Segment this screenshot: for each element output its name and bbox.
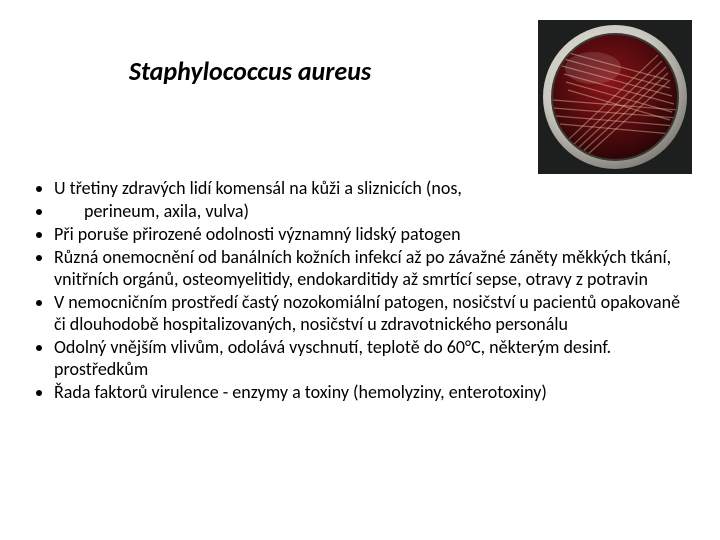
bullet-list: U třetiny zdravých lidí komensál na kůži…: [36, 178, 688, 405]
bullet-text: Řada faktorů virulence - enzymy a toxiny…: [54, 381, 547, 403]
list-item: U třetiny zdravých lidí komensál na kůži…: [54, 178, 688, 200]
bullet-text: Různá onemocnění od banálních kožních in…: [54, 246, 671, 290]
slide: Staphylococcus aureus: [0, 0, 720, 540]
bullet-text: Při poruše přirozené odolnosti významný …: [54, 223, 461, 245]
list-item: Různá onemocnění od banálních kožních in…: [54, 247, 688, 291]
bullet-text: V nemocničním prostředí častý nozokomiál…: [54, 291, 680, 335]
list-item: Při poruše přirozené odolnosti významný …: [54, 224, 688, 246]
petri-dish-svg: [538, 20, 692, 174]
bullet-text: U třetiny zdravých lidí komensál na kůži…: [54, 177, 462, 199]
list-item: Řada faktorů virulence - enzymy a toxiny…: [54, 382, 688, 404]
bullet-text: perineum, axila, vulva): [54, 201, 249, 223]
list-item: perineum, axila, vulva): [54, 201, 688, 223]
page-title: Staphylococcus aureus: [0, 55, 500, 87]
petri-dish-image: [538, 20, 692, 174]
list-item: V nemocničním prostředí častý nozokomiál…: [54, 292, 688, 336]
list-item: Odolný vnějším vlivům, odolává vyschnutí…: [54, 337, 688, 381]
bullet-text: Odolný vnějším vlivům, odolává vyschnutí…: [54, 336, 611, 380]
